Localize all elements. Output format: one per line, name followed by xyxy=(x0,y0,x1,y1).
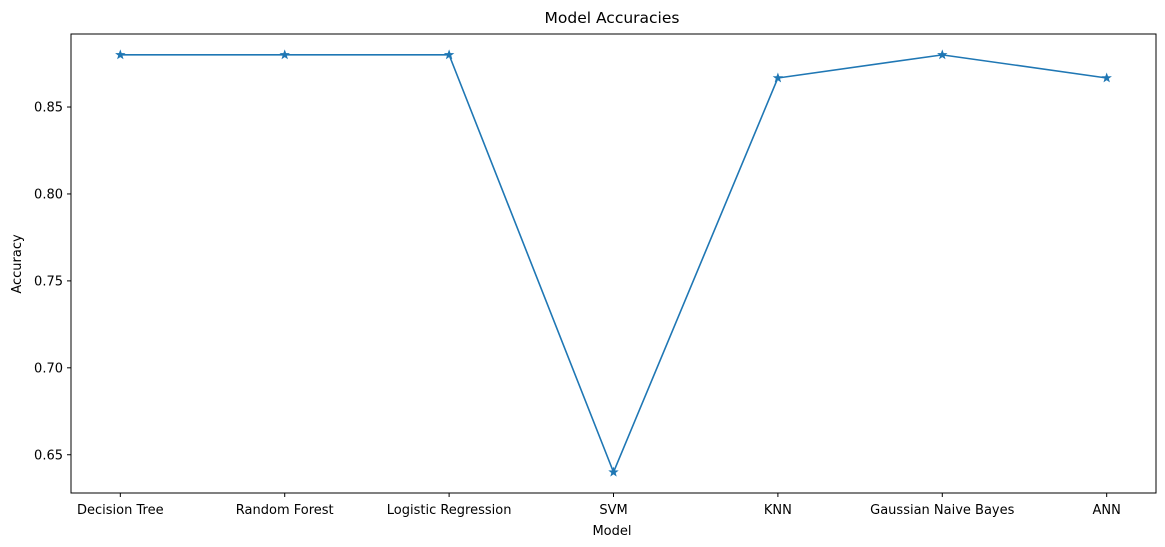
y-tick-label: 0.80 xyxy=(34,187,63,202)
y-axis-label: Accuracy xyxy=(10,234,25,294)
x-tick-label: SVM xyxy=(599,503,627,518)
y-tick-label: 0.65 xyxy=(34,448,63,463)
data-point-marker xyxy=(443,49,455,60)
series-group xyxy=(115,49,1112,477)
y-axis-ticks: 0.65 0.70 0.75 0.80 0.85 xyxy=(34,101,71,463)
data-point-marker xyxy=(1101,72,1112,83)
x-axis-label: Model xyxy=(592,524,631,539)
plot-frame xyxy=(70,33,1157,494)
data-point-marker xyxy=(772,72,784,83)
y-tick-label: 0.70 xyxy=(34,361,63,376)
chart-title: Model Accuracies xyxy=(545,9,680,27)
x-tick-label: Decision Tree xyxy=(77,503,164,518)
x-tick-label: Random Forest xyxy=(236,503,334,518)
data-point-marker xyxy=(279,49,290,60)
x-tick-label: KNN xyxy=(764,503,792,518)
series-line xyxy=(120,54,1107,473)
data-point-marker xyxy=(115,49,126,60)
y-tick-label: 0.85 xyxy=(34,101,63,116)
x-axis-ticks: Decision Tree Random Forest Logistic Regre… xyxy=(77,493,1121,518)
x-tick-label: Logistic Regression xyxy=(387,503,512,518)
axes xyxy=(70,33,1157,494)
y-tick-label: 0.75 xyxy=(34,274,63,289)
data-point-marker xyxy=(937,49,948,60)
data-point-marker xyxy=(608,466,619,477)
x-tick-label: ANN xyxy=(1093,503,1121,518)
x-tick-label: Gaussian Naive Bayes xyxy=(870,503,1014,518)
